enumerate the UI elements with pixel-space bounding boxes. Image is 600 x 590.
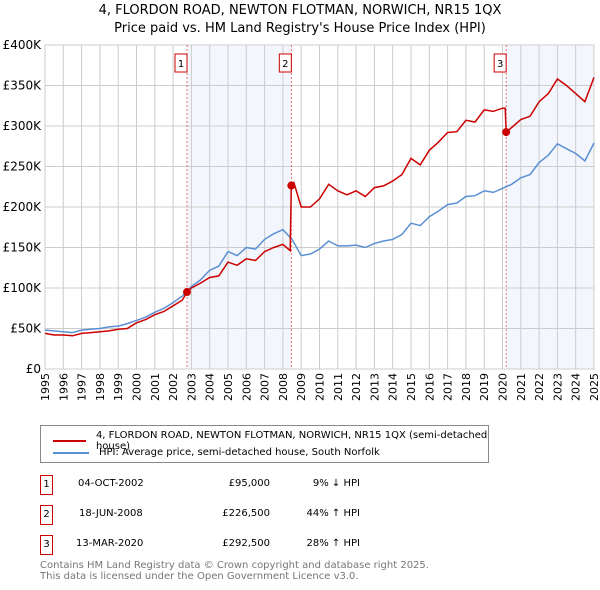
x-tick-label: 2012 (350, 373, 363, 401)
x-tick-label: 2003 (185, 373, 198, 401)
legend-label-hpi: HPI: Average price, semi-detached house,… (99, 447, 380, 458)
x-tick-label: 2006 (240, 373, 253, 401)
sale-date: 18-JUN-2008 (79, 508, 143, 519)
legend-swatch-hpi (53, 451, 89, 454)
x-tick-label: 2021 (515, 373, 528, 401)
x-tick-label: 2000 (131, 373, 144, 401)
x-tick-label: 2002 (167, 373, 180, 401)
sale-price: £292,500 (222, 538, 270, 549)
x-tick-label: 2018 (460, 373, 473, 401)
footer-copyright: Contains HM Land Registry data © Crown c… (40, 560, 429, 571)
sale-price: £226,500 (222, 508, 270, 519)
y-tick-label: £350K (3, 79, 43, 93)
x-tick-label: 2008 (277, 373, 290, 401)
y-tick-label: £400K (3, 38, 43, 52)
sale-marker-number: 2 (40, 505, 53, 525)
sale-marker-label: 2 (282, 59, 288, 70)
y-tick-label: £100K (3, 281, 43, 295)
x-tick-label: 2020 (497, 373, 510, 401)
y-tick-label: £200K (3, 200, 43, 214)
sale-point (502, 128, 511, 137)
x-tick-label: 2011 (332, 373, 345, 401)
sale-marker-box (174, 53, 188, 73)
x-tick-label: 2015 (405, 373, 418, 401)
legend-label-property: 4, FLORDON ROAD, NEWTON FLOTMAN, NORWICH… (95, 430, 488, 452)
x-tick-label: 2001 (149, 373, 162, 401)
x-tick-label: 2005 (222, 373, 235, 401)
sale-hpi-diff: 28% ↑ HPI (306, 538, 360, 549)
sale-marker-number: 3 (40, 535, 53, 555)
x-tick-label: 2010 (314, 373, 327, 401)
sale-marker-label: 1 (178, 59, 184, 70)
sale-marker-box (493, 53, 507, 73)
x-tick-label: 1997 (76, 373, 89, 401)
x-tick-label: 2016 (423, 373, 436, 401)
sale-price: £95,000 (228, 478, 270, 489)
x-tick-label: 2024 (570, 373, 583, 401)
chart-title: 4, FLORDON ROAD, NEWTON FLOTMAN, NORWICH… (98, 3, 502, 18)
property-price-line (44, 77, 595, 337)
x-tick-label: 2014 (387, 373, 400, 401)
x-tick-label: 2004 (204, 373, 217, 401)
legend-swatch-property (53, 440, 86, 442)
chart-subtitle: Price paid vs. HM Land Registry's House … (114, 21, 486, 36)
x-tick-label: 2017 (442, 373, 455, 401)
x-tick-label: 1999 (112, 373, 125, 401)
hpi-line (44, 142, 595, 334)
footer-licence: This data is licensed under the Open Gov… (40, 571, 359, 582)
sale-date: 04-OCT-2002 (78, 478, 144, 489)
sale-point (287, 181, 296, 190)
y-tick-label: £150K (3, 241, 43, 255)
y-tick-label: £250K (3, 160, 43, 174)
plot-frame (44, 44, 595, 370)
x-tick-label: 2022 (533, 373, 546, 401)
price-chart: £0 £50K £100K £150K £200K £250K £300K £350K £400… (3, 38, 600, 401)
sale-marker-box (278, 53, 292, 73)
y-tick-label: £50K (10, 322, 42, 336)
x-tick-label: 2009 (295, 373, 308, 401)
footer: Contains HM Land Registry data © Crown c… (40, 560, 429, 582)
legend: 4, FLORDON ROAD, NEWTON FLOTMAN, NORWICH… (40, 425, 489, 463)
x-tick-label: 2013 (368, 373, 381, 401)
x-tick-label: 2025 (588, 373, 600, 401)
x-tick-label: 2007 (259, 373, 272, 401)
x-tick-label: 1995 (39, 373, 52, 401)
sale-row: 1 04-OCT-2002 £95,000 9% ↓ HPI (40, 475, 440, 495)
x-tick-label: 2023 (551, 373, 564, 401)
sale-row: 3 13-MAR-2020 £292,500 28% ↑ HPI (40, 535, 440, 555)
sale-marker-number: 1 (40, 475, 53, 495)
sale-marker-label: 3 (497, 59, 503, 70)
x-tick-label: 1996 (57, 373, 70, 401)
sale-hpi-diff: 44% ↑ HPI (306, 508, 360, 519)
sale-hpi-diff: 9% ↓ HPI (312, 478, 360, 489)
y-tick-label: £300K (3, 119, 43, 133)
x-tick-label: 2019 (478, 373, 491, 401)
sale-date: 13-MAR-2020 (76, 538, 144, 549)
x-tick-label: 1998 (94, 373, 107, 401)
sale-row: 2 18-JUN-2008 £226,500 44% ↑ HPI (40, 505, 440, 525)
sale-point (183, 288, 192, 297)
y-tick-label: £0 (26, 362, 41, 376)
